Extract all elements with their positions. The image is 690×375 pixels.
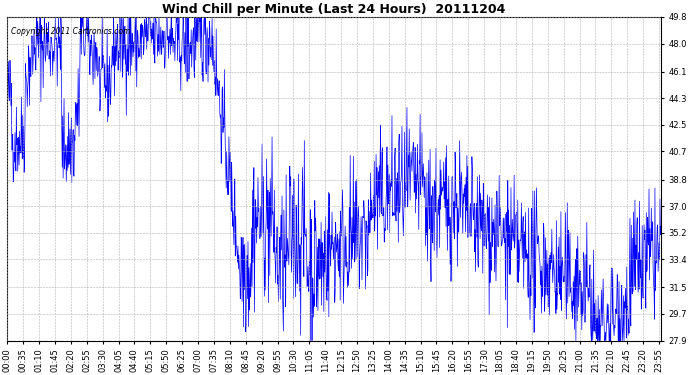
Text: Copyright 2011 Cartronics.com: Copyright 2011 Cartronics.com [10,27,130,36]
Title: Wind Chill per Minute (Last 24 Hours)  20111204: Wind Chill per Minute (Last 24 Hours) 20… [162,3,506,16]
